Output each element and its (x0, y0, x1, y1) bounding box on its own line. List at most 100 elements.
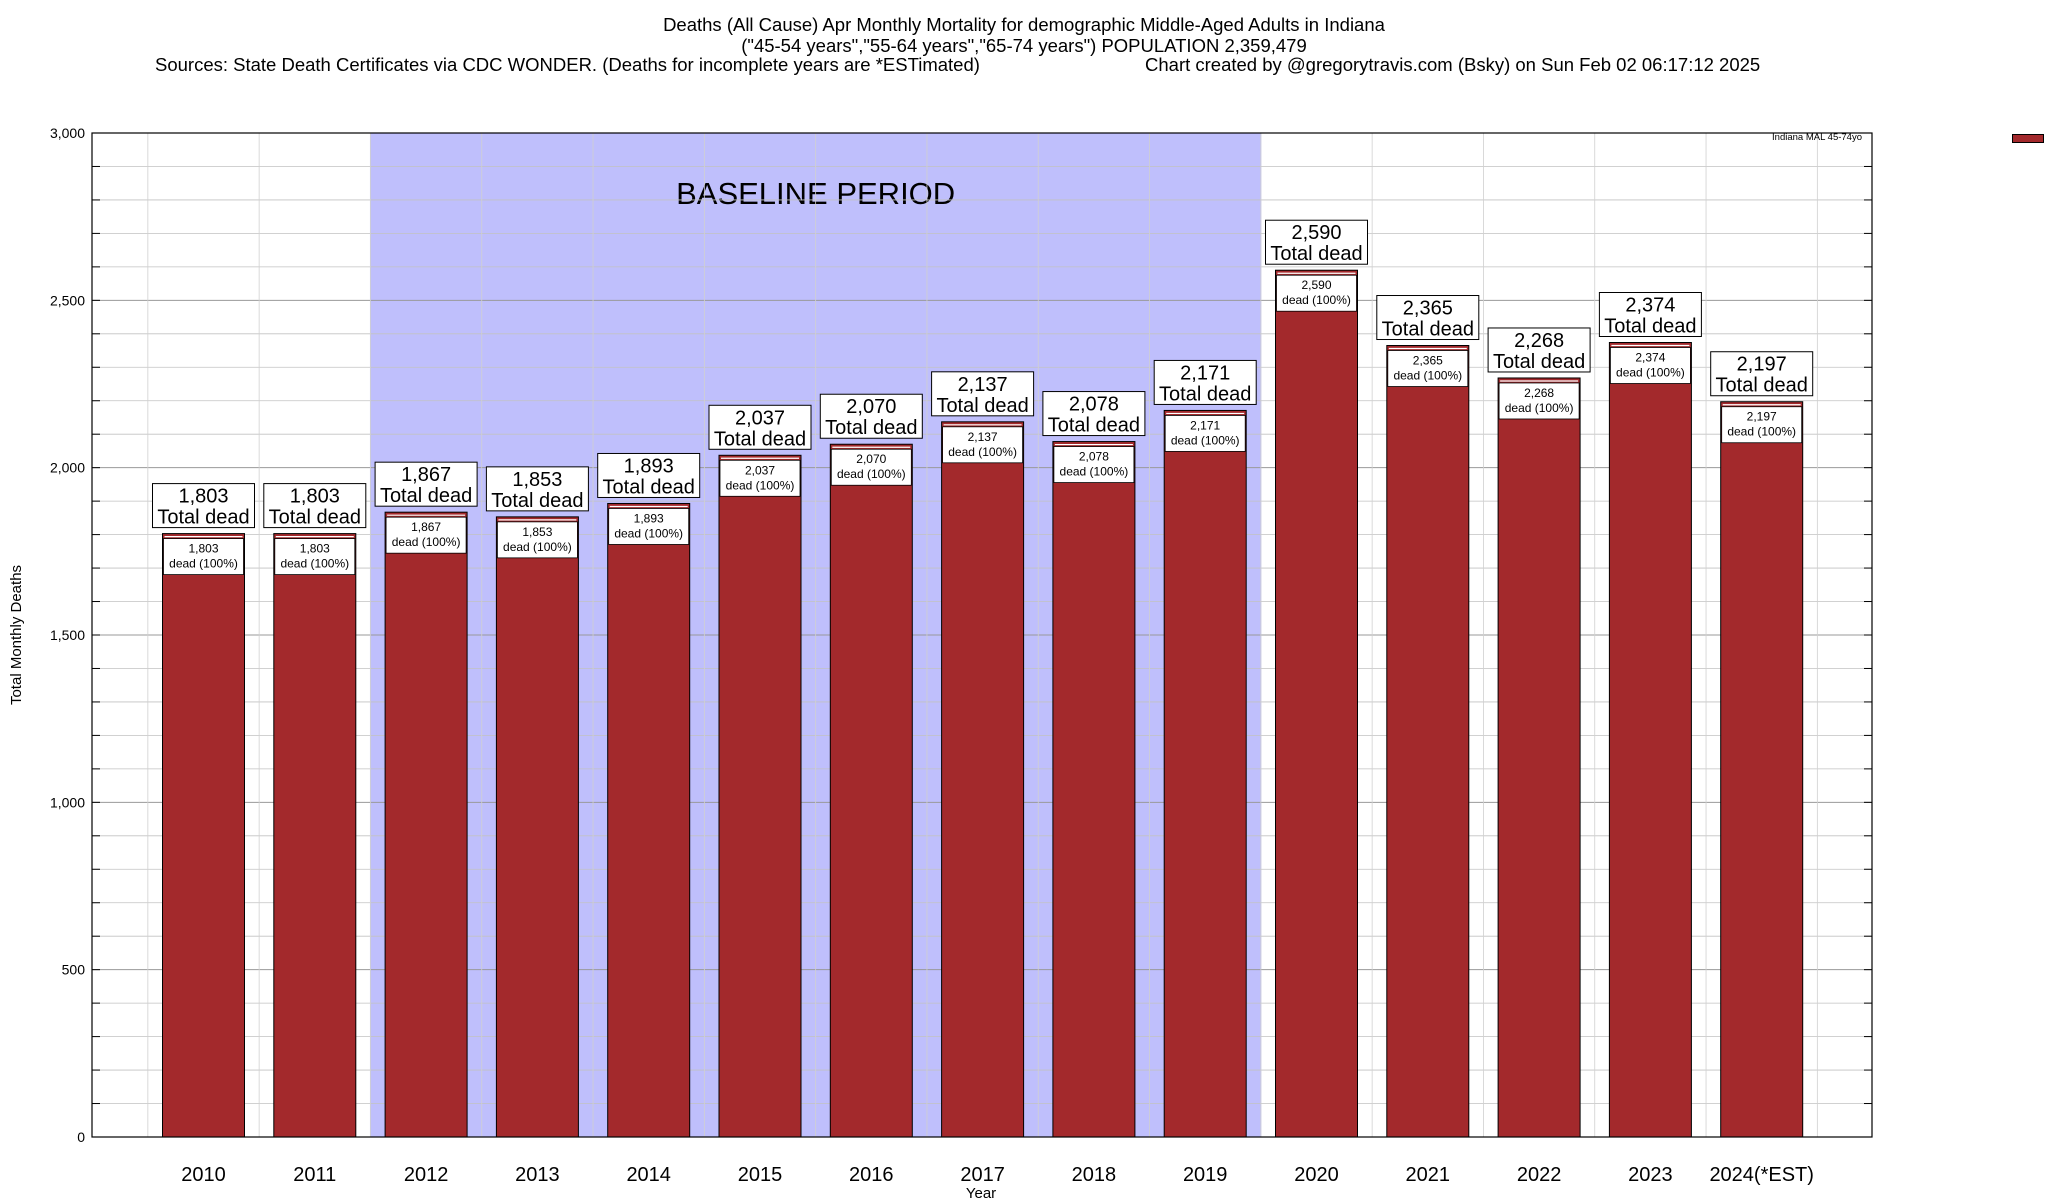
x-tick-label: 2013 (515, 1164, 560, 1186)
top-value-label: 2,070 (846, 396, 896, 418)
inner-value-label: 2,037 (745, 463, 775, 477)
y-tick-label: 1,000 (50, 794, 85, 810)
top-total-label: Total dead (491, 490, 583, 512)
inner-label-box (1498, 382, 1580, 420)
x-tick-label: 2023 (1628, 1164, 1673, 1186)
x-tick-label: 2019 (1183, 1164, 1228, 1186)
top-value-label: 1,803 (290, 486, 340, 508)
y-tick-label: 3,000 (50, 125, 85, 141)
top-value-label: 2,374 (1625, 295, 1675, 317)
inner-percent-label: dead (100%) (392, 535, 461, 549)
inner-label-box (830, 448, 912, 486)
chart-source-line: Sources: State Death Certificates via CD… (0, 54, 2048, 76)
top-label-box (931, 371, 1035, 417)
x-tick-label: 2016 (849, 1164, 894, 1186)
top-label-box (819, 393, 923, 439)
top-value-label: 2,590 (1291, 222, 1341, 244)
inner-label-box (274, 538, 356, 575)
y-tick-label: 2,000 (50, 460, 85, 476)
bar-2021 (1386, 345, 1470, 1138)
top-label-box (1487, 327, 1591, 373)
x-tick-label: 2012 (404, 1164, 449, 1186)
top-total-label: Total dead (1716, 375, 1808, 397)
top-value-label: 2,137 (958, 374, 1008, 396)
top-total-label: Total dead (825, 417, 917, 439)
top-value-label: 2,171 (1180, 362, 1230, 384)
inner-label-box (1164, 415, 1246, 452)
inner-value-label: 1,893 (634, 511, 664, 525)
inner-value-label: 1,803 (188, 542, 218, 556)
inner-label-box (1387, 350, 1469, 387)
inner-percent-label: dead (100%) (280, 557, 349, 571)
y-tick-label: 2,500 (50, 292, 85, 308)
chart-sources: Sources: State Death Certificates via CD… (155, 54, 980, 75)
top-total-label: Total dead (1604, 316, 1696, 338)
x-tick-label: 2020 (1294, 1164, 1339, 1186)
inner-value-label: 2,590 (1301, 278, 1331, 292)
inner-value-label: 1,853 (522, 525, 552, 539)
top-total-label: Total dead (936, 395, 1028, 417)
inner-value-label: 2,078 (1079, 450, 1109, 464)
top-label-box (1153, 359, 1257, 405)
chart-credit: Chart created by @gregorytravis.com (Bsk… (1145, 54, 1761, 75)
inner-label-box (496, 521, 578, 559)
inner-label-box (719, 459, 801, 497)
inner-value-label: 2,374 (1635, 351, 1665, 365)
inner-percent-label: dead (100%) (726, 478, 795, 492)
inner-value-label: 1,867 (411, 520, 441, 534)
top-value-label: 2,268 (1514, 330, 1564, 352)
inner-percent-label: dead (100%) (1505, 401, 1574, 415)
inner-label-box (163, 538, 244, 575)
bar-2024(*EST) (1720, 401, 1804, 1138)
x-tick-label: 2017 (960, 1164, 1005, 1186)
inner-value-label: 2,365 (1413, 354, 1443, 368)
top-total-label: Total dead (269, 507, 361, 529)
inner-percent-label: dead (100%) (837, 467, 906, 481)
y-tick-label: 500 (62, 962, 86, 978)
top-label-box (1042, 391, 1146, 437)
inner-value-label: 1,803 (300, 542, 330, 556)
bar-2013 (495, 516, 579, 1138)
inner-percent-label: dead (100%) (1727, 425, 1796, 439)
top-total-label: Total dead (1270, 243, 1362, 265)
inner-label-box (1610, 347, 1691, 384)
top-label-box (152, 483, 255, 529)
top-value-label: 1,803 (178, 486, 228, 508)
x-tick-label: 2015 (738, 1164, 783, 1186)
inner-label-box (608, 508, 690, 545)
inner-percent-label: dead (100%) (169, 557, 238, 571)
top-label-box (374, 461, 478, 507)
top-value-label: 1,867 (401, 464, 451, 486)
inner-value-label: 2,171 (1190, 418, 1220, 432)
x-tick-label: 2011 (293, 1164, 336, 1186)
y-tick-label: 1,500 (50, 627, 85, 643)
top-value-label: 1,853 (512, 469, 562, 491)
bar-2018 (1052, 441, 1136, 1138)
top-label-box (1265, 219, 1368, 265)
bar-2020 (1275, 269, 1358, 1138)
top-total-label: Total dead (380, 485, 472, 507)
inner-label-box (1721, 406, 1803, 444)
inner-percent-label: dead (100%) (1171, 433, 1240, 447)
top-total-label: Total dead (157, 507, 249, 529)
y-tick-label: 0 (77, 1129, 85, 1145)
bar-2014 (607, 502, 691, 1138)
top-label-box (597, 452, 701, 498)
x-axis-title: Year (966, 1185, 996, 1200)
inner-value-label: 2,137 (968, 430, 998, 444)
bar-2011 (273, 533, 357, 1138)
inner-percent-label: dead (100%) (1616, 366, 1685, 380)
inner-percent-label: dead (100%) (1282, 293, 1351, 307)
inner-label-box (942, 426, 1023, 464)
bar-2023 (1608, 342, 1692, 1138)
x-tick-label: 2014 (626, 1164, 671, 1186)
bar-2016 (829, 443, 913, 1138)
top-value-label: 2,037 (735, 407, 785, 429)
bar-2017 (941, 421, 1025, 1138)
chart-title: Deaths (All Cause) Apr Monthly Mortality… (663, 14, 1385, 35)
bar-2022 (1497, 377, 1581, 1138)
inner-value-label: 2,197 (1747, 410, 1777, 424)
plot-frame (91, 132, 1873, 1138)
chart-title-block: Deaths (All Cause) Apr Monthly Mortality… (0, 14, 2048, 56)
